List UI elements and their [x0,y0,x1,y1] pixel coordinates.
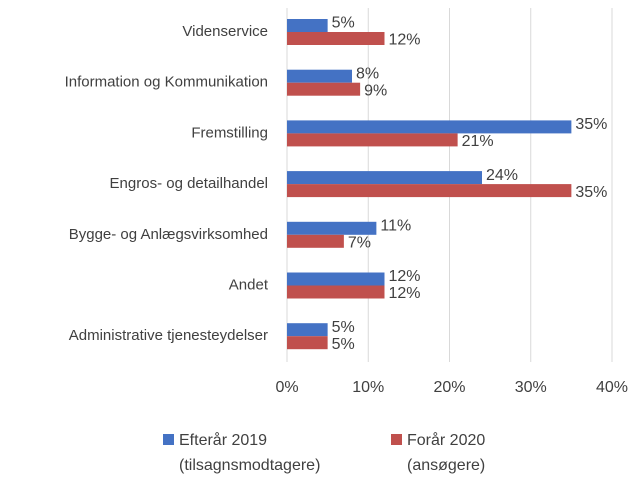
x-tick-label: 40% [596,379,628,396]
value-label: 8% [356,65,379,82]
bar [287,133,458,147]
bar [287,19,328,32]
bar [287,234,344,248]
y-tick-label: Administrative tjenesteydelser [69,327,268,344]
legend-swatch [163,434,174,445]
legend-label: Forår 2020 (ansøgere) [407,432,486,474]
y-tick-label: Fremstilling [191,124,268,141]
legend-label: Efterår 2019 (tilsagnsmodtagere) [179,432,321,474]
bar [287,120,572,134]
bar [287,171,482,185]
bar [287,184,572,198]
value-label: 7% [348,235,371,252]
x-tick-label: 0% [275,379,298,396]
value-label: 11% [380,218,411,235]
bar [287,69,352,83]
legend-swatch [391,434,402,445]
bar [287,285,385,299]
value-label: 5% [332,336,355,353]
x-tick-label: 30% [515,379,547,396]
value-label: 24% [486,167,518,184]
y-tick-label: Information og Kommunikation [65,74,268,91]
value-label: 12% [389,32,421,49]
y-tick-label: Bygge- og Anlægsvirksomhed [69,226,268,243]
value-label: 21% [462,133,494,150]
y-tick-label: Videnservice [182,23,268,40]
value-label: 5% [332,15,355,32]
y-tick-label: Engros- og detailhandel [110,175,268,192]
value-label: 9% [364,82,387,99]
bar [287,32,385,45]
x-tick-label: 10% [352,379,384,396]
bar [287,336,328,350]
bar [287,272,385,286]
value-label: 12% [389,285,421,302]
value-label: 12% [389,268,421,285]
bar [287,323,328,337]
bar [287,221,377,235]
x-tick-label: 20% [433,379,465,396]
value-label: 5% [332,319,355,336]
value-label: 35% [575,184,607,201]
y-tick-label: Andet [229,276,269,293]
chart: 0% 10% 20% 30% 40% Videnservice 5% 12% Informati… [65,8,628,396]
value-label: 35% [575,116,607,133]
bar [287,82,361,96]
